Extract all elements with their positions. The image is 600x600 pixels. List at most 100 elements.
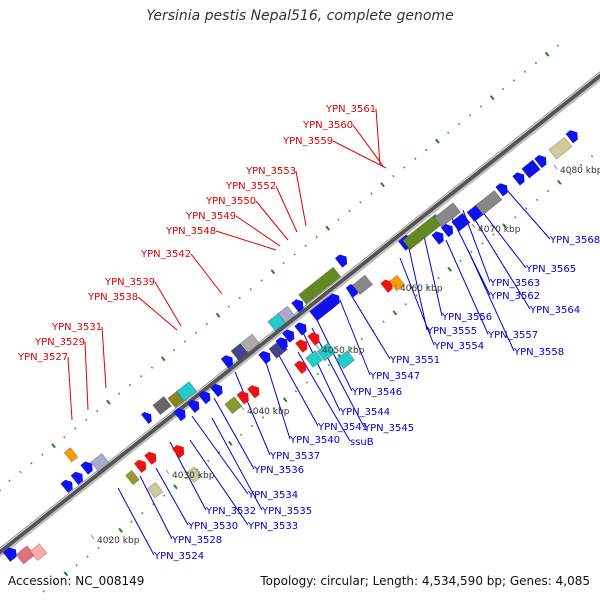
gene-label-top: YPN_3553 [245,166,296,177]
gene-arrow [141,412,152,424]
gene-arrow [291,299,304,313]
gene-label-bottom: YPN_3547 [369,371,420,382]
gene-label-bottom: YPN_3535 [261,506,312,517]
gene-label-bottom: YPN_3551 [389,355,440,366]
gene-label-bottom: YPN_3568 [549,235,600,246]
gene-feature [433,202,462,228]
leader-line [139,475,173,540]
gc-dot [63,571,69,577]
gc-dot [512,79,516,82]
gene-label-top: YPN_3561 [325,104,376,115]
gene-feature [224,396,243,415]
gc-dot [117,392,121,395]
gene-feature [124,469,140,486]
leader-line [213,397,255,470]
gene-label-bottom: YPN_3532 [205,506,256,517]
gc-dot [63,435,66,439]
leader-line [352,124,384,167]
gene-arrow [495,183,508,197]
gc-dot [403,166,406,169]
gene-arrow [236,391,249,405]
gc-dot [42,590,45,593]
gene-arrow [172,444,185,459]
gc-dot [206,459,210,463]
gene-arrow [307,332,320,346]
gene-label-bottom: YPN_3524 [153,551,204,562]
gene-feature [304,349,324,369]
gc-dot [579,163,583,167]
gene-feature [29,543,48,562]
gc-dot [238,296,241,300]
gene-feature [146,481,164,499]
gene-label-top: YPN_3538 [87,292,138,303]
gc-dot [557,179,562,185]
gene-feature [548,136,573,160]
gene-arrow [247,385,260,399]
leader-line [467,249,515,352]
gc-dot [128,383,132,387]
gc-dot [425,148,428,152]
gene-label-bottom: YPN_3558 [513,347,564,358]
gene-label-bottom: YPN_3537 [269,451,320,462]
gc-dot [141,511,144,515]
ruler-tick [90,534,95,540]
gene-arrow [431,231,444,245]
gc-dot [315,235,318,239]
leader-line [445,239,489,335]
gc-dot [426,285,429,289]
leader-line [347,289,391,360]
gc-dot [74,427,77,430]
gc-dot [139,375,143,378]
gene-label-bottom: YPN_3528 [171,535,222,546]
gc-dot [150,366,154,369]
leader-line [275,349,319,427]
gc-dot [502,223,507,229]
ruler-label: 4020 kbp [97,536,140,546]
gene-label-top: YPN_3529 [34,337,85,348]
leader-line [155,467,189,526]
gc-dot [196,468,199,471]
leader-line [407,243,428,331]
gc-dot [546,189,550,193]
gene-label-bottom: ssuB [350,437,374,448]
gc-dot [327,363,331,367]
gene-arrow [144,451,157,465]
gc-dot [95,409,99,413]
gene-feature [474,189,503,216]
gene-label-bottom: YPN_3544 [339,407,390,418]
gc-dot [215,312,221,318]
gene-label-top: YPN_3542 [140,249,191,260]
gene-feature [316,342,337,362]
leader-line [399,257,435,346]
gc-dot [163,494,166,497]
gene-label-bottom: YPN_3540 [289,435,340,446]
bottom-gene-labels: YPN_3568 YPN_3565 YPN_3563 YPN_3562 YPN_3564… [153,235,600,562]
gene-label-bottom: YPN_3563 [489,278,540,289]
gene-feature [388,274,406,292]
gc-dot [239,433,243,437]
gene-label-top: YPN_3559 [282,136,333,147]
gc-dot [282,397,288,403]
gc-dot [75,564,78,567]
gene-arrow [187,399,200,413]
gene-arrow [60,479,73,493]
gene-label-bottom: YPN_3556 [441,312,492,323]
kbp-ruler: 4020 kbp 4030 kbp 4040 kbp 4050 kbp 4060 kbp… [90,164,600,546]
gene-feature [175,380,198,402]
gene-label-bottom: YPN_3536 [253,465,304,476]
gc-dot [30,462,33,465]
gc-dot [172,348,176,352]
leader-line [299,325,341,412]
gc-dot [415,294,418,297]
leader-line [275,185,298,233]
gene-arrow [134,459,147,473]
leader-line [255,200,289,241]
gc-dot [205,322,209,326]
ruler-tick [165,469,170,475]
ruler-tick [471,223,476,229]
leader-line [215,230,277,251]
gc-dot [304,244,307,247]
leader-line [137,296,178,331]
gc-dot [130,520,133,524]
leader-line [117,487,155,556]
